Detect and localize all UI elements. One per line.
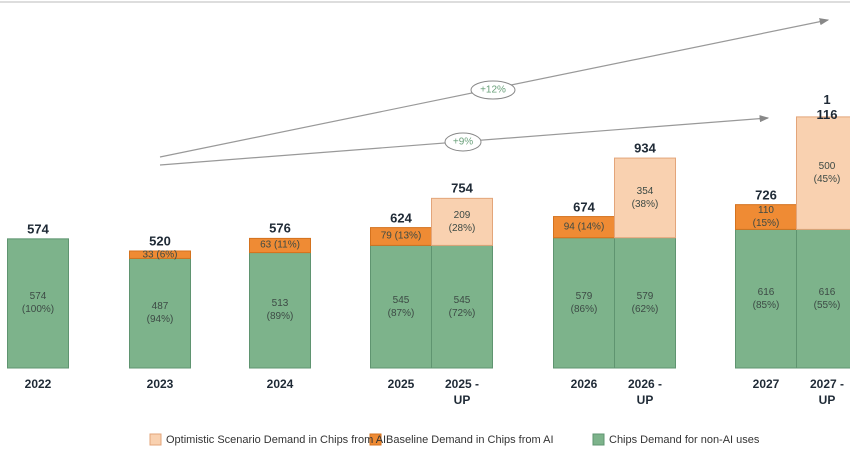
legend-swatch [369,433,382,446]
bar-segment [249,237,311,254]
data-label: 110 (15%) [752,205,780,230]
data-label: 209 (28%) [448,209,476,234]
total-label: 1 116 [816,91,838,122]
data-label: 545 (87%) [387,294,415,319]
annotation: +12% [480,84,506,96]
legend-swatch [149,433,162,446]
data-label: 63 (11%) [260,239,300,251]
x-tick-label: 2025 - UP [444,377,480,407]
bar-segment [7,238,69,369]
total-label: 576 [269,220,291,236]
annotation-bubble [444,132,482,152]
bar-segment [796,228,850,369]
bar-segment [735,204,797,230]
bar-segment [129,250,191,259]
x-tick-label: 2024 [266,377,294,391]
data-label: 79 (13%) [380,230,422,242]
bar-segment [796,116,850,230]
data-label: 500 (45%) [813,161,841,186]
annotation-bubble [470,80,516,100]
data-label: 579 (86%) [570,290,598,315]
bar-segment [553,237,615,369]
x-tick-label: 2026 [570,377,598,391]
x-tick-label: 2027 - UP [809,377,845,407]
total-label: 754 [451,180,473,196]
bar-segment [614,157,676,239]
total-label: 674 [573,199,595,215]
x-tick-label: 2023 [146,377,174,391]
legend-label: Optimistic Scenario Demand in Chips from… [166,434,387,446]
data-label: 94 (14%) [563,221,605,233]
annotation: +9% [452,136,474,148]
data-label: 616 (85%) [752,286,780,311]
legend-label: Chips Demand for non-AI uses [609,434,760,446]
bar-segment [735,228,797,369]
data-label: 545 (72%) [448,294,476,319]
total-label: 520 [149,233,171,249]
total-label: 624 [390,210,412,226]
data-label: 616 (55%) [813,286,841,311]
bar-segment [249,252,311,369]
legend-swatch [592,433,605,446]
x-tick-label: 2026 - UP [627,377,663,407]
bar-segment [614,237,676,369]
total-label: 934 [634,140,656,156]
x-tick-label: 2022 [24,377,52,391]
data-label: 354 (38%) [631,185,659,210]
data-label: 33 (6%) [142,249,178,261]
bar-segment [129,257,191,369]
data-label: 487 (94%) [146,301,174,326]
bar-segment [431,197,493,246]
x-tick-label: 2027 [752,377,780,391]
total-label: 574 [27,221,49,237]
total-label: 726 [755,187,777,203]
x-tick-label: 2025 [387,377,415,391]
data-label: 574 (100%) [21,291,55,316]
data-label: 579 (62%) [631,290,659,315]
legend-label: Baseline Demand in Chips from AI [386,434,554,446]
data-label: 513 (89%) [266,298,294,323]
